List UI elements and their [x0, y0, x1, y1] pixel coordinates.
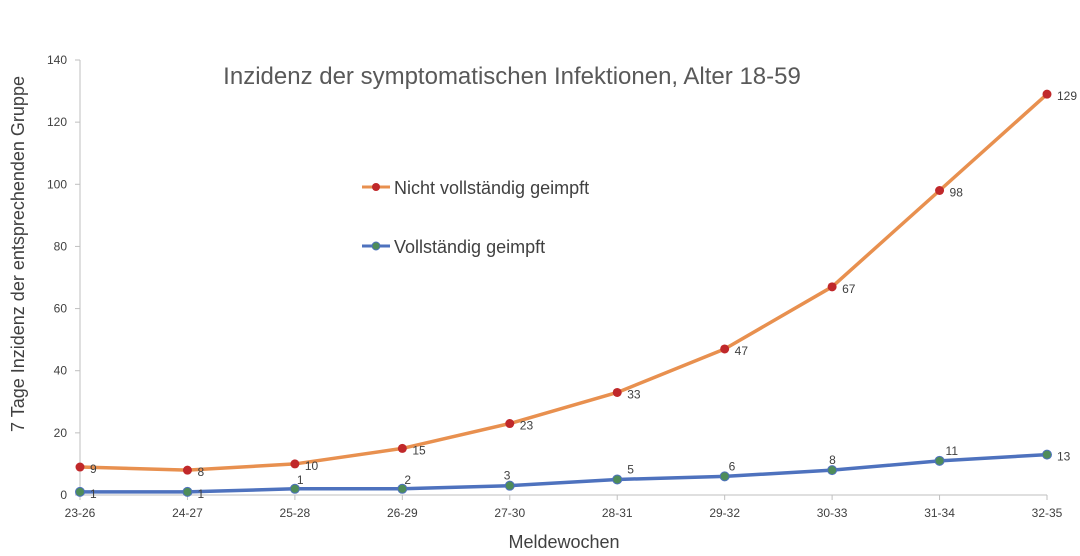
data-label-vaccinated: 2 [404, 473, 411, 487]
data-point-vaccinated [75, 486, 85, 497]
data-label-vaccinated: 6 [729, 459, 736, 473]
data-label-unvaccinated: 129 [1057, 89, 1077, 103]
data-point-unvaccinated [720, 344, 730, 354]
data-point-vaccinated [934, 455, 945, 466]
x-tick-label: 25-28 [280, 506, 311, 520]
legend-label-unvaccinated: Nicht vollständig geimpft [394, 178, 589, 198]
data-label-vaccinated: 1 [297, 473, 304, 487]
legend-item-unvaccinated: Nicht vollständig geimpft [362, 178, 589, 198]
data-label-unvaccinated: 15 [412, 443, 426, 457]
data-point-vaccinated [719, 471, 730, 482]
data-point-unvaccinated [935, 186, 945, 195]
data-point-vaccinated [504, 480, 515, 491]
y-tick-label: 0 [60, 488, 67, 502]
legend-marker-vaccinated [371, 241, 381, 251]
legend-item-vaccinated: Vollständig geimpft [362, 237, 545, 257]
data-point-unvaccinated [505, 419, 515, 429]
data-point-unvaccinated [827, 282, 837, 292]
data-label-unvaccinated: 10 [305, 459, 319, 473]
data-label-vaccinated: 1 [90, 487, 97, 501]
y-axis-title: 7 Tage Inzidenz der entsprechenden Grupp… [8, 76, 28, 432]
x-tick-label: 26-29 [387, 506, 418, 520]
x-tick-label: 23-26 [65, 506, 96, 520]
y-tick-label: 60 [54, 302, 68, 316]
legend-marker-unvaccinated [372, 183, 380, 191]
x-tick-label: 31-34 [924, 506, 955, 520]
y-tick-label: 120 [47, 115, 67, 129]
data-point-vaccinated [1042, 449, 1052, 460]
data-label-vaccinated: 11 [946, 444, 959, 458]
x-tick-label: 32-35 [1032, 506, 1063, 520]
x-tick-label: 24-27 [172, 506, 203, 520]
data-point-unvaccinated [290, 459, 300, 469]
data-label-unvaccinated: 8 [197, 465, 204, 479]
y-tick-label: 140 [47, 53, 67, 67]
series-line-unvaccinated [78, 92, 1049, 472]
legend-label-vaccinated: Vollständig geimpft [394, 237, 545, 257]
data-point-unvaccinated [612, 387, 622, 397]
data-label-vaccinated: 13 [1057, 450, 1071, 464]
y-tick-label: 80 [54, 239, 68, 253]
data-label-unvaccinated: 47 [735, 344, 749, 358]
y-tick-label: 100 [47, 177, 67, 191]
series-vaccinated: 1 11 2 3 5 6 811 13 [75, 444, 1071, 501]
data-label-vaccinated: 8 [829, 453, 836, 467]
data-point-unvaccinated [397, 443, 407, 453]
data-label-unvaccinated: 23 [520, 419, 534, 433]
x-tick-label: 29-32 [709, 506, 740, 520]
data-point-vaccinated [827, 465, 838, 476]
data-label-unvaccinated: 67 [842, 282, 856, 296]
data-label-vaccinated: 3 [504, 469, 511, 483]
x-axis-title: Meldewochen [508, 532, 619, 552]
data-label-unvaccinated: 9 [90, 462, 97, 476]
y-axis: 0 20 40 60 80 100 120 140 [47, 53, 81, 502]
x-tick-label: 30-33 [817, 506, 848, 520]
data-label-unvaccinated: 98 [950, 186, 964, 200]
data-label-unvaccinated: 33 [627, 387, 641, 401]
data-point-vaccinated [397, 483, 408, 494]
x-tick-label: 27-30 [494, 506, 525, 520]
data-point-unvaccinated [1042, 89, 1052, 99]
series-line-vaccinated [78, 452, 1049, 494]
y-tick-label: 20 [54, 426, 68, 440]
data-point-unvaccinated [75, 462, 85, 472]
x-axis: 23-26 24-27 25-28 26-29 27-30 28-31 29-32 30-33… [65, 494, 1063, 520]
data-point-vaccinated [182, 486, 193, 497]
data-point-vaccinated [612, 474, 623, 485]
data-point-vaccinated [289, 483, 300, 494]
data-label-vaccinated: 5 [627, 462, 634, 476]
data-label-vaccinated: 1 [197, 487, 204, 501]
chart-title: Inzidenz der symptomatischen Infektionen… [223, 63, 801, 90]
legend: Nicht vollständig geimpft Vollständig ge… [362, 178, 589, 257]
y-tick-label: 40 [54, 364, 68, 378]
x-tick-label: 28-31 [602, 506, 633, 520]
data-point-unvaccinated [182, 465, 192, 475]
